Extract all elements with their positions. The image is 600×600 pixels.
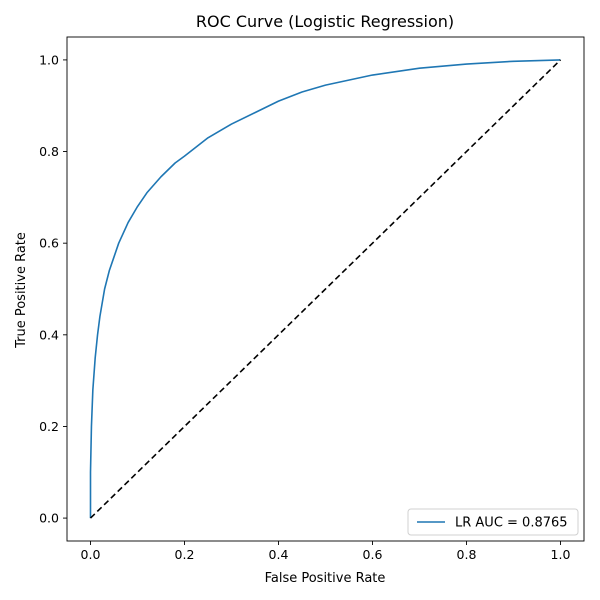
x-tick-label: 0.8	[457, 547, 477, 562]
y-tick-label: 1.0	[39, 52, 59, 67]
chart-title: ROC Curve (Logistic Regression)	[196, 12, 454, 31]
x-tick-label: 0.0	[81, 547, 101, 562]
chance-diagonal-line	[89, 59, 562, 519]
x-tick-label: 0.6	[363, 547, 383, 562]
y-axis-label: True Positive Rate	[14, 232, 29, 349]
x-tick-label: 0.2	[175, 547, 195, 562]
y-tick-label: 0.2	[39, 419, 59, 434]
x-tick-label: 0.4	[269, 547, 289, 562]
y-tick-label: 0.4	[39, 327, 59, 342]
y-tick-label: 0.6	[39, 236, 59, 251]
roc-curve-line	[89, 59, 561, 519]
legend-label: LR AUC = 0.8765	[455, 516, 568, 531]
legend-box	[407, 508, 579, 536]
x-tick-label: 1.0	[551, 547, 571, 562]
x-axis-label: False Positive Rate	[265, 571, 386, 586]
plot-frame	[66, 36, 585, 542]
y-tick-label: 0.8	[39, 144, 59, 159]
plot-area: 0.0 0.2 0.4 0.6 0.8 1.0 0.0 0.2 0.4 0.6 0.8 1.0 LR A…	[39, 36, 585, 562]
y-tick-label: 0.0	[39, 511, 59, 526]
